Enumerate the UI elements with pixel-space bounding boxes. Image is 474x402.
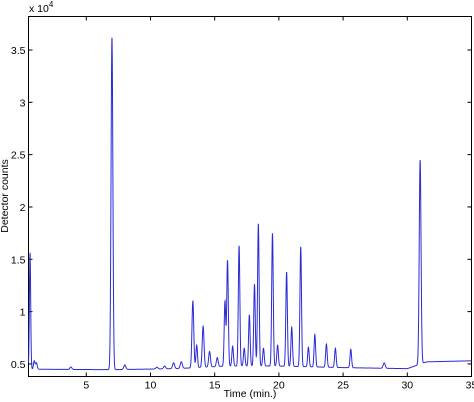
x-tick-label: 20 <box>273 380 285 392</box>
x-tick-label: 5 <box>83 380 89 392</box>
y-axis-label: Detector counts <box>0 159 11 233</box>
y-tick-label: 2 <box>20 202 26 214</box>
y-tick-label: 1.5 <box>11 254 26 266</box>
x-axis-label: Time (min.) <box>224 388 277 400</box>
y-tick-label: 0.5 <box>11 359 26 371</box>
x-tick-label: 35 <box>466 380 474 392</box>
x-tick-label: 25 <box>337 380 349 392</box>
chromatogram-trace <box>28 37 472 371</box>
y-tick-label: 1 <box>20 307 26 319</box>
y-tick-label: 3.5 <box>11 45 26 57</box>
y-axis-ticks: 0.5 1 1.5 2 2.5 3 3.5 <box>11 45 472 371</box>
y-scale-multiplier-base: x 10 <box>29 3 49 15</box>
y-tick-label: 3 <box>20 97 26 109</box>
plot-area-frame <box>28 16 472 377</box>
x-tick-label: 15 <box>209 380 221 392</box>
y-scale-multiplier: x 104 <box>29 0 54 15</box>
x-tick-label: 30 <box>401 380 413 392</box>
x-axis-ticks: 5 10 15 20 25 30 35 <box>83 16 474 392</box>
x-tick-label: 10 <box>145 380 157 392</box>
y-scale-multiplier-power: 4 <box>49 0 54 9</box>
y-tick-label: 2.5 <box>11 150 26 162</box>
